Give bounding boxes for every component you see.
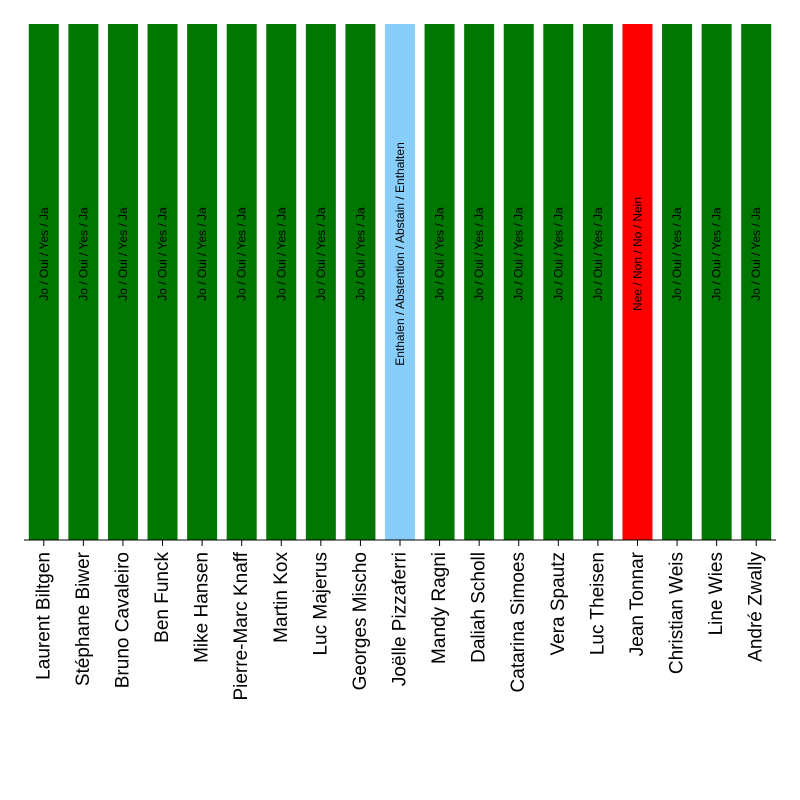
bar — [464, 24, 495, 540]
bar — [543, 24, 574, 540]
x-tick-label: Ben Funck — [152, 552, 173, 643]
x-tick-label: André Zwally — [746, 552, 767, 662]
bars-group — [28, 24, 772, 540]
bar-data-label: Jo / Oui / Yes / Ja — [156, 207, 170, 301]
x-tick-label: Joëlle Pizzaferri — [390, 552, 411, 686]
bar — [107, 24, 138, 540]
bar — [345, 24, 376, 540]
bar-data-label: Jo / Oui / Yes / Ja — [314, 207, 328, 301]
bar-data-label: Jo / Oui / Yes / Ja — [512, 207, 526, 301]
bar-data-label: Jo / Oui / Yes / Ja — [195, 207, 209, 301]
bar — [305, 24, 336, 540]
x-tick-label: Christian Weis — [667, 552, 688, 674]
bar-data-label: Jo / Oui / Yes / Ja — [116, 207, 130, 301]
bar — [226, 24, 257, 540]
bar — [68, 24, 99, 540]
bar-data-label: Jo / Oui / Yes / Ja — [433, 207, 447, 301]
x-tick-label: Luc Theisen — [587, 552, 608, 655]
bar — [385, 24, 415, 540]
bar-data-label: Jo / Oui / Yes / Ja — [472, 207, 486, 301]
bar-data-label: Enthalen / Abstention / Abstain / Enthal… — [393, 142, 407, 366]
x-tick-label: Georges Mischo — [350, 552, 371, 690]
x-tick-label: Jean Tonnar — [627, 551, 648, 656]
bar-data-label: Jo / Oui / Yes / Ja — [76, 207, 90, 301]
bar — [503, 24, 534, 540]
x-tick-label: Line Wies — [706, 552, 727, 635]
bar — [147, 24, 178, 540]
bar-data-label: Nee / Non / No / Nein — [630, 197, 644, 311]
x-tick-label: Mandy Ragni — [429, 552, 450, 664]
x-tick-label: Mike Hansen — [192, 552, 213, 663]
bar-data-label: Jo / Oui / Yes / Ja — [353, 207, 367, 301]
x-tick-label: Bruno Cavaleiro — [112, 552, 133, 688]
bar-labels-group: Jo / Oui / Yes / Ja Jo / Oui / Yes / Ja Jo… — [37, 142, 763, 366]
bar — [424, 24, 455, 540]
bar — [582, 24, 613, 540]
x-tick-label: Pierre-Marc Knaff — [231, 551, 252, 700]
bar — [187, 24, 218, 540]
bar-data-label: Jo / Oui / Yes / Ja — [710, 207, 724, 301]
bar — [701, 24, 732, 540]
bar — [662, 24, 693, 540]
x-tick-label: Daliah Scholl — [469, 552, 490, 663]
x-tick-label: Martin Kox — [271, 552, 292, 643]
bar-data-label: Jo / Oui / Yes / Ja — [591, 207, 605, 301]
bar — [28, 24, 59, 540]
x-tick-label: Catarina Simoes — [508, 552, 529, 692]
bar-data-label: Jo / Oui / Yes / Ja — [551, 207, 565, 301]
bar-data-label: Jo / Oui / Yes / Ja — [37, 207, 51, 301]
x-tick-label: Vera Spautz — [548, 552, 569, 656]
bar-data-label: Jo / Oui / Yes / Ja — [235, 207, 249, 301]
bar-data-label: Jo / Oui / Yes / Ja — [670, 207, 684, 301]
x-tick-label: Stéphane Biwer — [73, 551, 94, 686]
bar-data-label: Jo / Oui / Yes / Ja — [749, 207, 763, 301]
bar — [266, 24, 297, 540]
bar — [622, 24, 653, 540]
x-tick-label: Laurent Biltgen — [33, 552, 54, 680]
x-tick-label: Luc Majerus — [310, 552, 331, 656]
bar — [741, 24, 772, 540]
x-ticks-group — [43, 540, 757, 546]
x-tick-labels-group: Laurent Biltgen Stéphane Biwer Bruno Caval… — [33, 551, 766, 700]
bar-data-label: Jo / Oui / Yes / Ja — [274, 207, 288, 301]
